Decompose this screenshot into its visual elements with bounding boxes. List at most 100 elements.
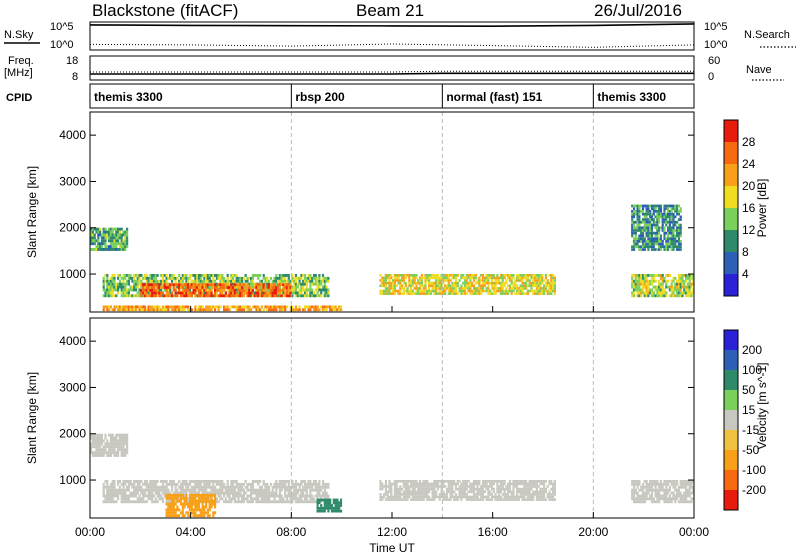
data-cell: [170, 511, 174, 515]
data-cell: [453, 281, 456, 285]
data-cell: [395, 493, 398, 496]
velocity-ylabel: Slant Range [km]: [25, 372, 39, 464]
data-cell: [131, 482, 134, 486]
data-cell: [122, 305, 125, 309]
data-cell: [239, 308, 242, 312]
data-cell: [681, 282, 684, 286]
data-cell: [239, 305, 242, 309]
data-cell: [109, 451, 112, 454]
data-cell: [379, 485, 382, 488]
data-cell: [221, 279, 224, 283]
data-cell: [654, 223, 657, 227]
data-cell: [670, 480, 673, 483]
data-cell: [271, 291, 274, 295]
data-cell: [476, 281, 479, 285]
data-cell: [106, 500, 109, 504]
data-cell: [129, 308, 132, 312]
data-cell: [543, 487, 546, 491]
data-cell: [181, 511, 184, 515]
data-cell: [165, 482, 168, 486]
data-cell: [214, 305, 217, 309]
data-cell: [323, 482, 326, 486]
data-cell: [273, 283, 276, 287]
data-cell: [100, 433, 103, 437]
data-cell: [528, 281, 531, 285]
data-cell: [517, 498, 520, 501]
data-cell: [415, 276, 418, 280]
data-cell: [665, 482, 668, 486]
data-cell: [647, 497, 650, 501]
data-cell: [120, 248, 123, 251]
data-cell: [232, 282, 235, 286]
data-cell: [410, 493, 413, 496]
data-cell: [397, 292, 400, 295]
data-cell: [652, 480, 655, 483]
data-cell: [108, 305, 111, 309]
data-cell: [100, 248, 103, 251]
data-cell: [415, 493, 418, 496]
data-cell: [453, 495, 456, 499]
data-cell: [487, 490, 490, 494]
data-cell: [496, 287, 499, 290]
data-cell: [503, 482, 506, 486]
data-cell: [176, 283, 179, 287]
data-cell: [683, 491, 686, 495]
data-cell: [462, 480, 465, 483]
data-cell: [487, 292, 490, 295]
data-cell: [647, 237, 650, 240]
data-cell: [257, 283, 260, 287]
data-cell: [113, 279, 116, 283]
data-cell: [535, 490, 538, 494]
data-cell: [339, 501, 343, 505]
data-cell: [654, 480, 657, 483]
data-cell: [638, 240, 641, 243]
data-cell: [129, 305, 132, 309]
data-cell: [126, 448, 129, 452]
data-cell: [201, 480, 204, 483]
data-cell: [230, 491, 233, 495]
data-cell: [309, 282, 312, 286]
data-cell: [688, 485, 691, 489]
data-cell: [280, 279, 283, 283]
data-cell: [273, 482, 276, 486]
data-cell: [338, 305, 341, 309]
data-cell: [472, 274, 476, 277]
data-cell: [420, 276, 423, 280]
data-cell: [553, 487, 556, 491]
data-cell: [311, 276, 314, 280]
data-cell: [117, 480, 120, 483]
data-cell: [676, 229, 679, 232]
data-cell: [508, 284, 511, 288]
data-cell: [99, 451, 102, 454]
data-cell: [535, 284, 538, 288]
data-cell: [532, 289, 535, 293]
data-cell: [269, 494, 272, 498]
data-cell: [481, 274, 485, 277]
data-cell: [97, 448, 100, 452]
data-cell: [539, 482, 542, 486]
data-cell: [546, 289, 549, 293]
data-cell: [667, 480, 670, 483]
data-cell: [212, 502, 215, 506]
cpid-label: CPID: [6, 92, 32, 104]
data-cell: [453, 482, 456, 486]
data-cell: [667, 237, 670, 240]
data-cell: [496, 495, 499, 499]
data-cell: [90, 242, 93, 246]
data-cell: [296, 294, 299, 298]
data-cell: [654, 288, 657, 292]
data-cell: [521, 274, 524, 277]
data-cell: [161, 497, 165, 501]
data-cell: [226, 500, 229, 504]
data-cell: [631, 279, 634, 283]
data-cell: [399, 287, 402, 290]
data-cell: [318, 506, 321, 510]
data-cell: [665, 282, 668, 286]
data-cell: [117, 497, 120, 501]
data-cell: [440, 482, 443, 486]
data-cell: [433, 480, 436, 483]
data-cell: [393, 487, 396, 491]
x-tick-label: 00:00: [679, 525, 709, 539]
data-cell: [278, 288, 281, 292]
data-cell: [676, 291, 679, 295]
